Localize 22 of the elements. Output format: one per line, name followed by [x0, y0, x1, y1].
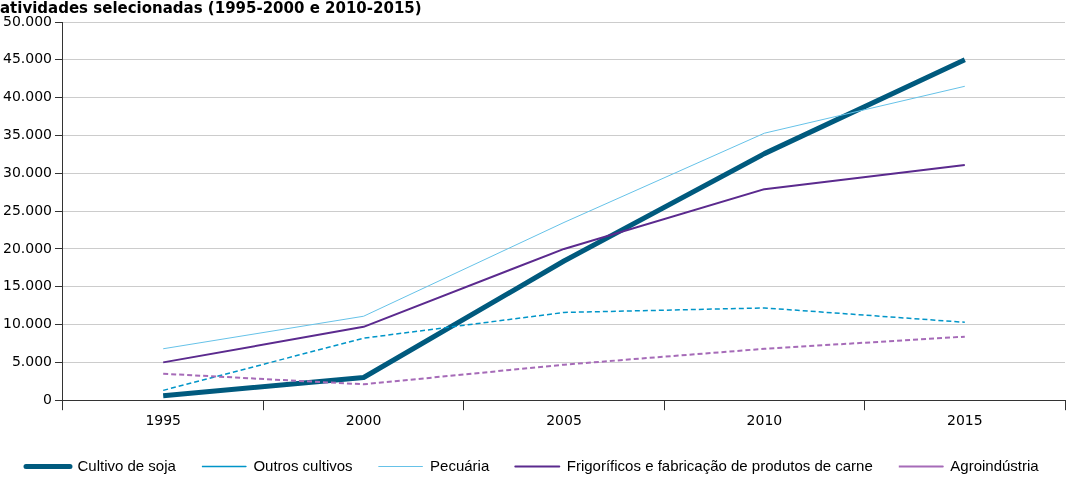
legend-label: Cultivo de soja: [77, 456, 177, 474]
y-tick-label: 40.000: [2, 88, 52, 105]
y-tick-label: 25.000: [2, 201, 52, 218]
x-tick-label: 2005: [546, 412, 582, 429]
legend-label: Pecuária: [430, 456, 490, 474]
y-tick-label: 45.000: [2, 50, 52, 67]
y-tick-label: 10.000: [2, 315, 52, 332]
y-tick-label: 20.000: [2, 239, 52, 256]
y-tick-label: 0: [43, 390, 52, 407]
y-tick-label: 5.000: [11, 353, 52, 370]
legend-label: Frigoríficos e fabricação de produtos de carne: [566, 456, 873, 474]
x-tick-label: 2010: [746, 412, 783, 429]
y-tick-label: 35.000: [2, 126, 52, 143]
y-tick-label: 15.000: [2, 277, 52, 294]
line-series: [162, 335, 966, 386]
legend-label: Agroindústria: [950, 456, 1040, 474]
x-tick-label: 1995: [145, 412, 182, 429]
legend-label: Outros cultivos: [253, 456, 353, 474]
x-tick-label: 2000: [345, 412, 382, 429]
line-series: [162, 307, 966, 392]
y-tick-label: 30.000: [2, 163, 52, 180]
x-tick-label: 2015: [946, 412, 983, 429]
